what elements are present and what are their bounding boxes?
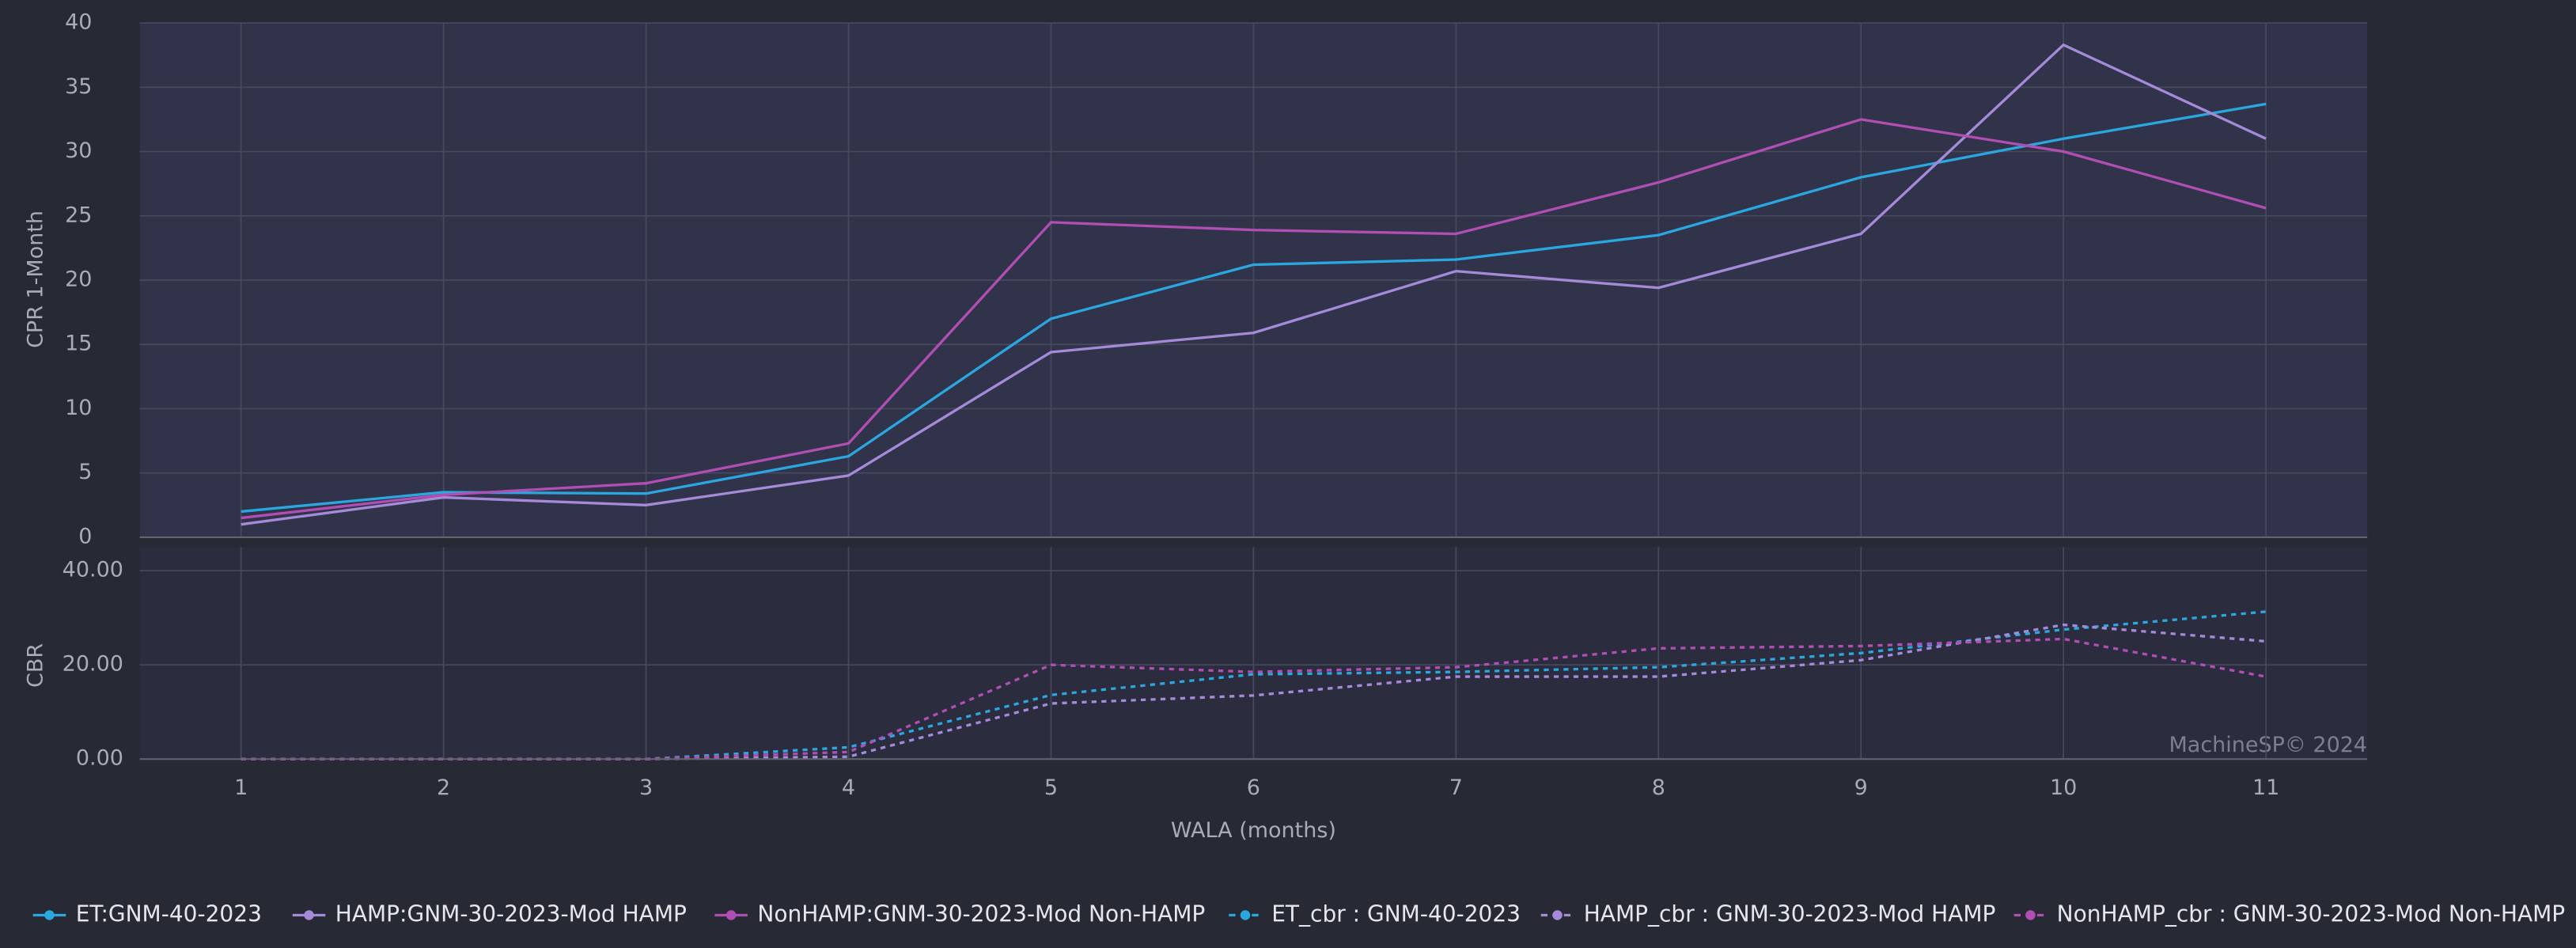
y-tick-label: 20 <box>65 267 92 292</box>
x-tick-label: 2 <box>437 775 450 800</box>
legend-label: HAMP_cbr : GNM-30-2023-Mod HAMP <box>1584 901 1996 927</box>
y-tick-label: 0 <box>78 524 92 548</box>
legend-marker <box>44 910 55 920</box>
x-tick-label: 10 <box>2050 775 2077 800</box>
x-tick-label: 7 <box>1449 775 1463 800</box>
legend-marker <box>1240 910 1251 920</box>
y-tick-label: 30 <box>65 138 92 163</box>
legend-label: HAMP:GNM-30-2023-Mod HAMP <box>335 901 687 927</box>
x-tick-label: 4 <box>842 775 855 800</box>
y-tick-label: 5 <box>78 460 92 484</box>
legend-marker <box>725 910 737 920</box>
series-line <box>241 118 2267 520</box>
y-tick-label: 40 <box>65 10 92 35</box>
watermark: MachineSP© 2024 <box>2169 733 2368 757</box>
y-tick-label: 0.00 <box>76 746 123 771</box>
x-tick-label: 6 <box>1247 775 1260 800</box>
legend-marker <box>1552 910 1563 920</box>
y-tick-label: 20.00 <box>63 652 123 677</box>
y-tick-label: 15 <box>65 332 92 356</box>
legend-label: NonHAMP:GNM-30-2023-Mod Non-HAMP <box>757 901 1205 927</box>
y-tick-label: 35 <box>65 74 92 99</box>
legend-label: NonHAMP_cbr : GNM-30-2023-Mod Non-HAMP <box>2057 901 2566 927</box>
y-tick-label: 10 <box>65 396 92 420</box>
y-axis-title: CBR <box>23 643 47 688</box>
y-tick-label: 40.00 <box>63 558 123 582</box>
x-tick-label: 1 <box>234 775 248 800</box>
x-axis-title: WALA (months) <box>1171 818 1336 843</box>
legend-label: ET_cbr : GNM-40-2023 <box>1271 901 1521 927</box>
x-tick-label: 11 <box>2252 775 2279 800</box>
x-tick-label: 5 <box>1044 775 1058 800</box>
x-tick-label: 8 <box>1652 775 1665 800</box>
x-tick-label: 3 <box>639 775 653 800</box>
legend-marker <box>2025 910 2036 920</box>
y-axis-title: CPR 1-Month <box>23 210 47 348</box>
legend-label: ET:GNM-40-2023 <box>76 901 262 927</box>
series-line <box>241 102 2267 514</box>
series-line <box>241 43 2267 526</box>
x-tick-label: 9 <box>1854 775 1868 800</box>
legend-marker <box>304 910 314 920</box>
y-tick-label: 25 <box>65 203 92 227</box>
